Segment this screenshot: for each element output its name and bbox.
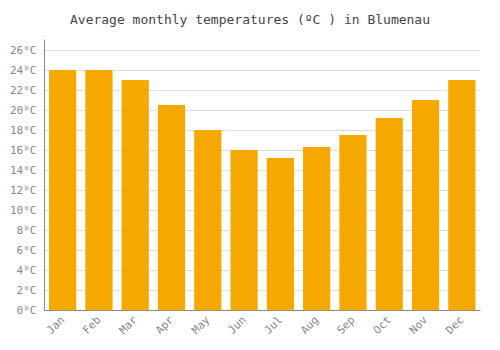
svg-text:26°C: 26°C [10, 44, 37, 57]
svg-text:4°C: 4°C [17, 264, 37, 277]
svg-text:24°C: 24°C [10, 64, 37, 77]
svg-text:20°C: 20°C [10, 104, 37, 117]
svg-text:Apr: Apr [153, 313, 176, 336]
svg-text:18°C: 18°C [10, 124, 37, 137]
svg-text:12°C: 12°C [10, 184, 37, 197]
svg-text:Dec: Dec [443, 314, 466, 337]
svg-text:Average monthly temperatures (: Average monthly temperatures (ºC ) in Bl… [70, 12, 430, 27]
svg-text:14°C: 14°C [10, 164, 37, 177]
svg-text:10°C: 10°C [10, 204, 37, 217]
svg-text:Feb: Feb [80, 314, 103, 337]
svg-text:Jun: Jun [225, 314, 248, 337]
svg-text:Nov: Nov [407, 313, 430, 336]
svg-text:Jan: Jan [44, 314, 67, 337]
svg-text:6°C: 6°C [17, 244, 37, 257]
svg-text:Sep: Sep [334, 314, 357, 337]
svg-text:0°C: 0°C [17, 304, 37, 317]
svg-text:2°C: 2°C [17, 284, 37, 297]
svg-text:22°C: 22°C [10, 84, 37, 97]
svg-text:Mar: Mar [117, 313, 140, 336]
svg-text:16°C: 16°C [10, 144, 37, 157]
svg-text:May: May [189, 313, 212, 336]
svg-text:Aug: Aug [298, 314, 321, 337]
svg-text:Jul: Jul [262, 314, 285, 337]
svg-text:8°C: 8°C [17, 224, 37, 237]
svg-text:Oct: Oct [371, 314, 394, 337]
